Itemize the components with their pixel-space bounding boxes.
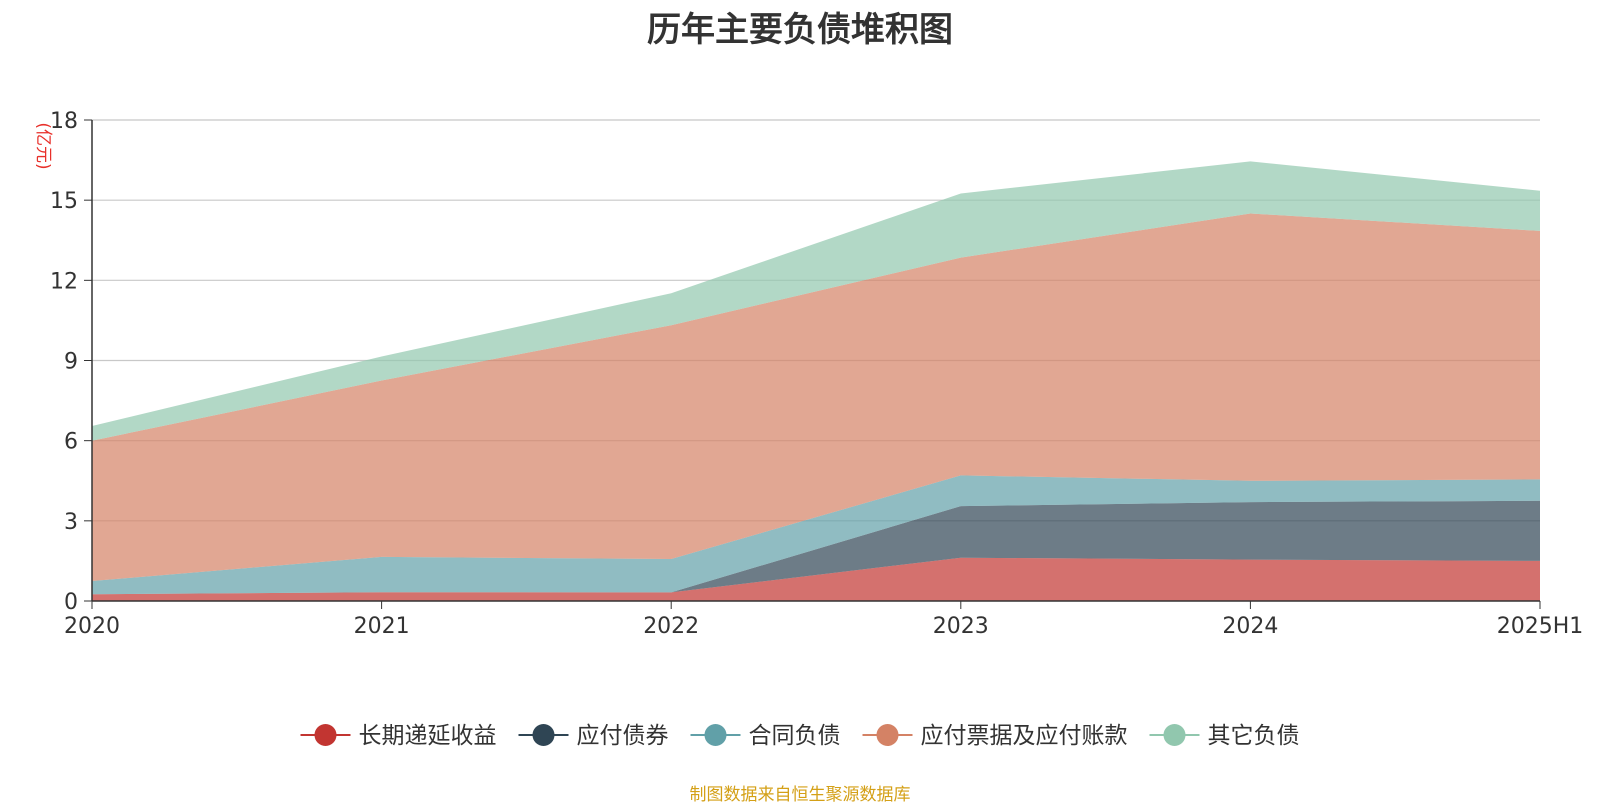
legend-label: 应付债券 bbox=[577, 723, 669, 749]
legend-label: 长期递延收益 bbox=[359, 723, 497, 749]
legend-circle-symbol bbox=[314, 724, 337, 746]
area-series-5 bbox=[92, 161, 1540, 441]
x-tick-label: 2024 bbox=[1222, 614, 1278, 639]
area-series-4 bbox=[92, 213, 1540, 581]
legend-item-5[interactable]: 其它负债 bbox=[1149, 723, 1300, 749]
legend-circle-symbol bbox=[704, 724, 727, 746]
x-tick-label: 2023 bbox=[933, 614, 989, 639]
legend-item-3[interactable]: 合同负债 bbox=[690, 723, 841, 749]
chart-title: 历年主要负债堆积图 bbox=[647, 10, 953, 50]
legend-label: 合同负债 bbox=[749, 723, 841, 749]
x-tick-label: 2020 bbox=[64, 614, 120, 639]
area-series-3 bbox=[92, 475, 1540, 595]
x-tick-label: 2025H1 bbox=[1497, 614, 1584, 639]
legend-circle-symbol bbox=[876, 724, 899, 746]
x-tick-label: 2021 bbox=[354, 614, 410, 639]
legend-item-4[interactable]: 应付票据及应付账款 bbox=[862, 723, 1128, 749]
data-source-note: 制图数据来自恒生聚源数据库 bbox=[689, 785, 911, 805]
area-series-1 bbox=[92, 557, 1540, 601]
y-tick-label: 6 bbox=[64, 430, 78, 455]
axes: 0 3 6 9 12 15 18 2020 2021 2022 2023 2024 2025H1 bbox=[50, 109, 1583, 639]
legend-label: 其它负债 bbox=[1208, 723, 1300, 749]
area-series-2 bbox=[92, 500, 1540, 595]
legend-circle-symbol bbox=[1163, 724, 1186, 746]
y-tick-label: 0 bbox=[64, 590, 78, 615]
y-axis-unit-label: (亿元) bbox=[33, 122, 53, 169]
y-tick-label: 15 bbox=[50, 189, 78, 214]
legend-circle-symbol bbox=[532, 724, 555, 746]
y-tick-label: 18 bbox=[50, 109, 78, 134]
y-tick-label: 9 bbox=[64, 350, 78, 375]
legend: 长期递延收益 应付债券 合同负债 应付票据及应付账款 其它负债 bbox=[300, 723, 1300, 749]
y-tick-label: 3 bbox=[64, 510, 78, 535]
legend-item-1[interactable]: 长期递延收益 bbox=[300, 723, 497, 749]
legend-item-2[interactable]: 应付债券 bbox=[518, 723, 669, 749]
x-tick-label: 2022 bbox=[643, 614, 699, 639]
legend-label: 应付票据及应付账款 bbox=[921, 723, 1128, 749]
y-tick-label: 12 bbox=[50, 269, 78, 294]
area-series-layer bbox=[92, 161, 1540, 601]
